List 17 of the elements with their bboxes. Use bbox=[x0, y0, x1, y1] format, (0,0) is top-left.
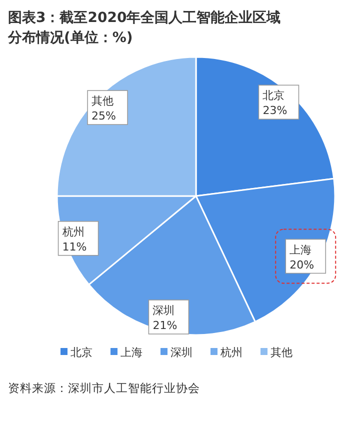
legend-label: 其他 bbox=[270, 346, 292, 359]
data-label: 11% bbox=[62, 240, 87, 254]
data-label: 20% bbox=[290, 258, 314, 272]
slice-label: 深圳 bbox=[152, 304, 175, 317]
legend-label: 深圳 bbox=[170, 346, 192, 359]
legend-label: 上海 bbox=[120, 346, 142, 359]
slice-label: 杭州 bbox=[61, 225, 84, 238]
slice-label: 北京 bbox=[262, 89, 285, 102]
slice-label: 其他 bbox=[92, 94, 114, 108]
legend-label: 北京 bbox=[70, 346, 92, 359]
data-label: 25% bbox=[92, 110, 116, 123]
data-label: 23% bbox=[262, 104, 288, 118]
slice-label: 上海 bbox=[290, 243, 312, 256]
data-label: 21% bbox=[152, 319, 178, 332]
text: 资料来源：深圳市人工智能行业协会 bbox=[8, 381, 200, 395]
chart-title: 图表3：截至2020年全国人工智能企业区域分布情况(单位：%) bbox=[7, 10, 281, 46]
legend-label: 杭州 bbox=[220, 346, 242, 359]
